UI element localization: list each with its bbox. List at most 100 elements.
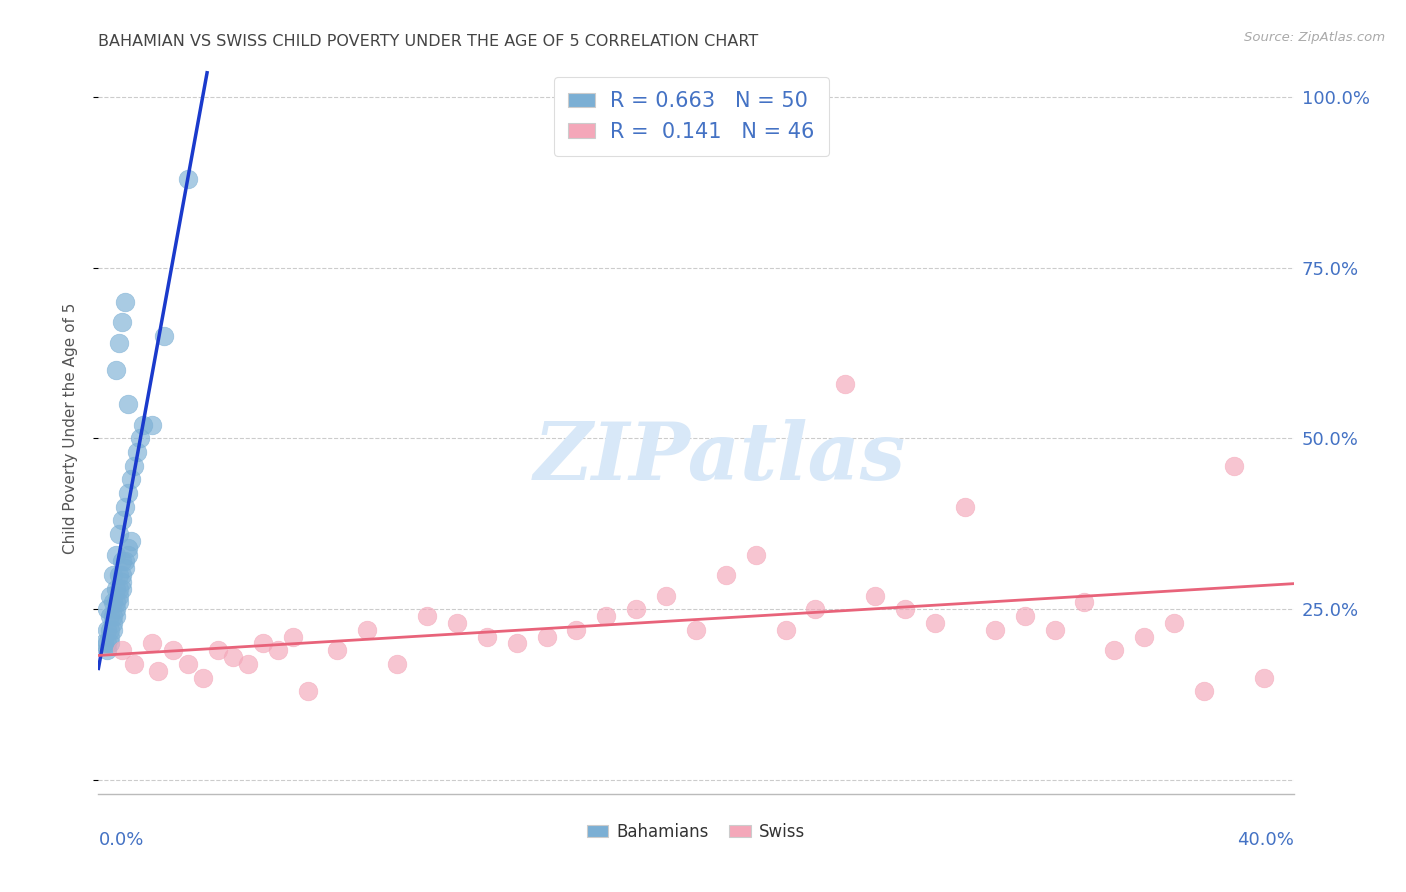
Point — [177, 171, 200, 186]
Point — [834, 376, 856, 391]
Point — [96, 643, 118, 657]
Point — [446, 615, 468, 630]
Point — [924, 615, 946, 630]
Point — [655, 589, 678, 603]
Point — [114, 294, 136, 309]
Text: ZIPatlas: ZIPatlas — [534, 418, 905, 496]
Point — [236, 657, 259, 671]
Point — [745, 548, 768, 562]
Point — [96, 623, 118, 637]
Point — [385, 657, 409, 671]
Point — [1163, 615, 1185, 630]
Point — [804, 602, 827, 616]
Point — [252, 636, 274, 650]
Point — [267, 643, 290, 657]
Point — [124, 458, 146, 473]
Point — [162, 643, 184, 657]
Point — [416, 609, 439, 624]
Point — [105, 363, 128, 377]
Point — [326, 643, 349, 657]
Point — [114, 500, 136, 514]
Point — [114, 561, 136, 575]
Point — [297, 684, 319, 698]
Point — [111, 315, 134, 329]
Point — [129, 431, 152, 445]
Point — [775, 623, 797, 637]
Point — [103, 609, 125, 624]
Point — [108, 335, 131, 350]
Point — [98, 623, 122, 637]
Point — [191, 671, 214, 685]
Point — [1253, 671, 1275, 685]
Point — [865, 589, 887, 603]
Point — [98, 589, 122, 603]
Point — [111, 582, 134, 596]
Point — [356, 623, 378, 637]
Point — [1223, 458, 1246, 473]
Text: 0.0%: 0.0% — [98, 831, 143, 849]
Point — [98, 609, 122, 624]
Point — [117, 541, 139, 555]
Point — [120, 472, 142, 486]
Legend: Bahamians, Swiss: Bahamians, Swiss — [581, 816, 811, 847]
Point — [153, 329, 176, 343]
Point — [595, 609, 617, 624]
Point — [105, 548, 128, 562]
Point — [626, 602, 648, 616]
Point — [108, 527, 131, 541]
Point — [714, 568, 737, 582]
Point — [281, 630, 304, 644]
Point — [96, 602, 118, 616]
Point — [1104, 643, 1126, 657]
Point — [108, 568, 131, 582]
Point — [222, 650, 245, 665]
Point — [506, 636, 529, 650]
Y-axis label: Child Poverty Under the Age of 5: Child Poverty Under the Age of 5 — [63, 302, 77, 554]
Point — [105, 609, 128, 624]
Point — [98, 630, 122, 644]
Point — [120, 533, 142, 548]
Point — [953, 500, 976, 514]
Point — [105, 602, 128, 616]
Point — [105, 595, 128, 609]
Point — [984, 623, 1007, 637]
Point — [207, 643, 229, 657]
Point — [108, 595, 131, 609]
Point — [127, 445, 149, 459]
Point — [565, 623, 588, 637]
Point — [111, 568, 134, 582]
Point — [111, 554, 134, 568]
Point — [117, 548, 139, 562]
Point — [103, 623, 125, 637]
Point — [111, 574, 134, 589]
Point — [114, 554, 136, 568]
Point — [141, 417, 163, 432]
Point — [111, 513, 134, 527]
Point — [117, 397, 139, 411]
Point — [1073, 595, 1095, 609]
Point — [132, 417, 155, 432]
Point — [98, 636, 122, 650]
Point — [475, 630, 498, 644]
Point — [93, 636, 115, 650]
Text: BAHAMIAN VS SWISS CHILD POVERTY UNDER THE AGE OF 5 CORRELATION CHART: BAHAMIAN VS SWISS CHILD POVERTY UNDER TH… — [98, 34, 759, 49]
Point — [148, 664, 170, 678]
Point — [103, 615, 125, 630]
Point — [111, 643, 134, 657]
Point — [124, 657, 146, 671]
Point — [1133, 630, 1156, 644]
Point — [1192, 684, 1215, 698]
Point — [536, 630, 558, 644]
Point — [117, 486, 139, 500]
Point — [108, 589, 131, 603]
Point — [108, 582, 131, 596]
Point — [103, 595, 125, 609]
Point — [1014, 609, 1036, 624]
Point — [894, 602, 917, 616]
Point — [141, 636, 163, 650]
Point — [1043, 623, 1066, 637]
Point — [685, 623, 707, 637]
Point — [177, 657, 200, 671]
Text: Source: ZipAtlas.com: Source: ZipAtlas.com — [1244, 31, 1385, 45]
Point — [96, 636, 118, 650]
